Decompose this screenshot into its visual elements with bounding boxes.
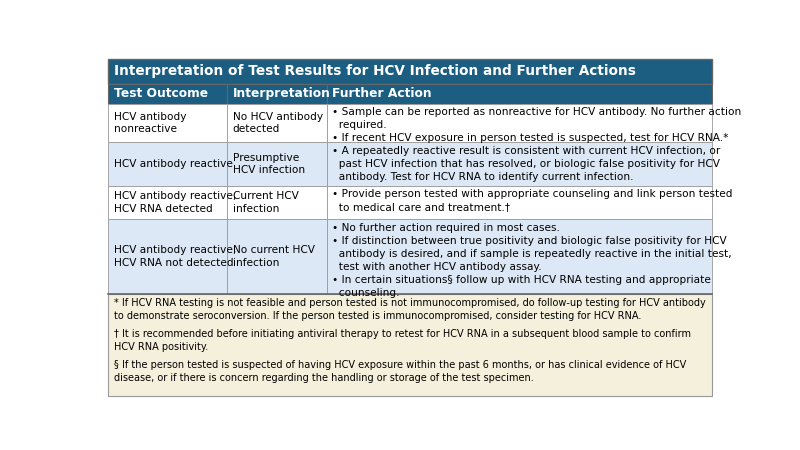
Text: Current HCV
infection: Current HCV infection [233,191,298,214]
Text: HCV antibody reactive,
HCV RNA detected: HCV antibody reactive, HCV RNA detected [114,191,236,214]
FancyBboxPatch shape [108,186,227,219]
FancyBboxPatch shape [326,186,712,219]
Text: § If the person tested is suspected of having HCV exposure within the past 6 mon: § If the person tested is suspected of h… [114,360,686,383]
FancyBboxPatch shape [227,104,326,142]
Text: • Sample can be reported as nonreactive for HCV antibody. No further action
  re: • Sample can be reported as nonreactive … [332,108,742,144]
FancyBboxPatch shape [108,58,712,84]
Text: Interpretation: Interpretation [233,87,330,100]
FancyBboxPatch shape [326,142,712,186]
FancyBboxPatch shape [326,104,712,142]
Text: • A repeatedly reactive result is consistent with current HCV infection, or
  pa: • A repeatedly reactive result is consis… [332,146,721,182]
Text: HCV antibody reactive: HCV antibody reactive [114,159,233,169]
Text: Presumptive
HCV infection: Presumptive HCV infection [233,153,305,176]
FancyBboxPatch shape [108,104,227,142]
Text: • No further action required in most cases.
• If distinction between true positi: • No further action required in most cas… [332,223,732,298]
Text: * If HCV RNA testing is not feasible and person tested is not immunocompromised,: * If HCV RNA testing is not feasible and… [114,298,706,321]
FancyBboxPatch shape [108,294,712,396]
Text: Test Outcome: Test Outcome [114,87,208,100]
FancyBboxPatch shape [108,219,227,294]
FancyBboxPatch shape [108,84,227,104]
FancyBboxPatch shape [227,219,326,294]
FancyBboxPatch shape [227,142,326,186]
FancyBboxPatch shape [227,84,326,104]
Text: Further Action: Further Action [332,87,432,100]
FancyBboxPatch shape [108,142,227,186]
FancyBboxPatch shape [227,186,326,219]
Text: HCV antibody reactive,
HCV RNA not detected: HCV antibody reactive, HCV RNA not detec… [114,245,236,268]
Text: HCV antibody
nonreactive: HCV antibody nonreactive [114,112,186,135]
Text: No current HCV
infection: No current HCV infection [233,245,314,268]
Text: Interpretation of Test Results for HCV Infection and Further Actions: Interpretation of Test Results for HCV I… [114,64,636,78]
Text: No HCV antibody
detected: No HCV antibody detected [233,112,322,135]
FancyBboxPatch shape [326,84,712,104]
Text: • Provide person tested with appropriate counseling and link person tested
  to : • Provide person tested with appropriate… [332,189,733,212]
FancyBboxPatch shape [326,219,712,294]
Text: † It is recommended before initiating antiviral therapy to retest for HCV RNA in: † It is recommended before initiating an… [114,329,690,352]
